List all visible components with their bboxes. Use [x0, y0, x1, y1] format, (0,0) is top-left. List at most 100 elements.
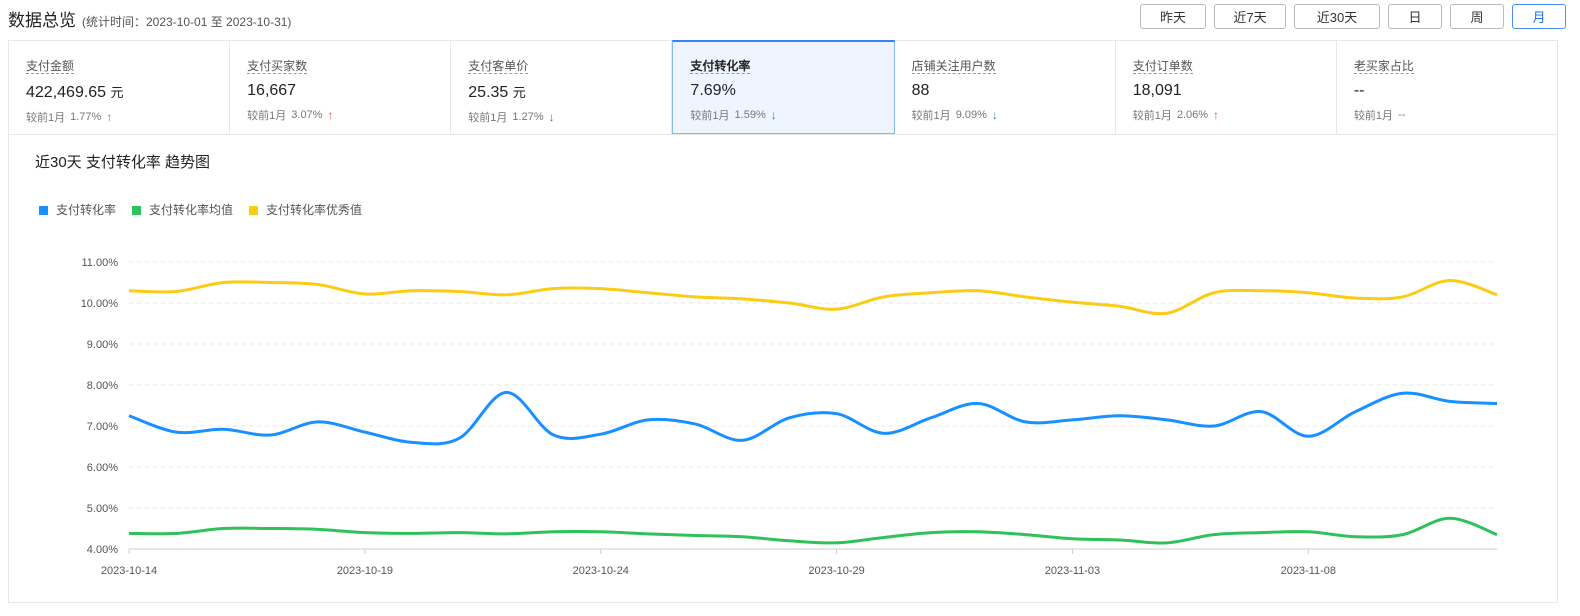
data-point[interactable] [1257, 408, 1265, 416]
data-point[interactable] [1399, 293, 1407, 301]
data-point[interactable] [785, 414, 793, 422]
data-point[interactable] [219, 425, 227, 433]
data-point[interactable] [550, 285, 558, 293]
data-point[interactable] [408, 529, 416, 537]
data-point[interactable] [880, 293, 888, 301]
data-point[interactable] [1304, 432, 1312, 440]
data-point[interactable] [267, 431, 275, 439]
data-point[interactable] [691, 293, 699, 301]
data-point[interactable] [738, 436, 746, 444]
data-point[interactable] [974, 399, 982, 407]
data-point[interactable] [738, 533, 746, 541]
data-point[interactable] [1493, 291, 1501, 299]
data-point[interactable] [974, 528, 982, 536]
data-point[interactable] [927, 289, 935, 297]
data-point[interactable] [927, 414, 935, 422]
range-button[interactable]: 月 [1512, 4, 1566, 29]
data-point[interactable] [125, 412, 133, 420]
data-point[interactable] [1493, 399, 1501, 407]
data-point[interactable] [219, 525, 227, 533]
data-point[interactable] [455, 288, 463, 296]
data-point[interactable] [597, 285, 605, 293]
range-button[interactable]: 近7天 [1214, 4, 1286, 29]
data-point[interactable] [1446, 276, 1454, 284]
data-point[interactable] [1493, 531, 1501, 539]
data-point[interactable] [502, 530, 510, 538]
data-point[interactable] [172, 529, 180, 537]
data-point[interactable] [691, 531, 699, 539]
data-point[interactable] [880, 534, 888, 542]
data-point[interactable] [1021, 531, 1029, 539]
data-point[interactable] [1163, 416, 1171, 424]
data-point[interactable] [738, 295, 746, 303]
data-point[interactable] [125, 529, 133, 537]
range-button[interactable]: 昨天 [1140, 4, 1206, 29]
data-point[interactable] [1163, 539, 1171, 547]
data-point[interactable] [455, 529, 463, 537]
data-point[interactable] [1210, 422, 1218, 430]
legend-item[interactable]: 支付转化率优秀值 [249, 201, 362, 218]
data-point[interactable] [1351, 408, 1359, 416]
legend-item[interactable]: 支付转化率均值 [132, 201, 233, 218]
data-point[interactable] [1163, 309, 1171, 317]
metric-card[interactable]: 支付金额 422,469.65 元 较前1月 1.77% ↑ [9, 41, 231, 134]
range-button[interactable]: 周 [1450, 4, 1504, 29]
data-point[interactable] [1304, 289, 1312, 297]
data-point[interactable] [644, 416, 652, 424]
data-point[interactable] [1446, 397, 1454, 405]
metric-card[interactable]: 支付转化率 7.69% 较前1月 1.59% ↓ [672, 40, 895, 134]
data-point[interactable] [833, 410, 841, 418]
data-point[interactable] [1257, 287, 1265, 295]
data-point[interactable] [644, 530, 652, 538]
range-button[interactable]: 日 [1388, 4, 1442, 29]
data-point[interactable] [550, 528, 558, 536]
data-point[interactable] [361, 428, 369, 436]
data-point[interactable] [267, 525, 275, 533]
data-point[interactable] [1116, 302, 1124, 310]
data-point[interactable] [1210, 289, 1218, 297]
data-point[interactable] [219, 279, 227, 287]
data-point[interactable] [785, 299, 793, 307]
data-point[interactable] [833, 539, 841, 547]
data-point[interactable] [597, 430, 605, 438]
metric-card[interactable]: 支付买家数 16,667 较前1月 3.07% ↑ [230, 41, 452, 134]
data-point[interactable] [1399, 389, 1407, 397]
data-point[interactable] [361, 529, 369, 537]
data-point[interactable] [1304, 528, 1312, 536]
data-point[interactable] [408, 438, 416, 446]
data-point[interactable] [1351, 533, 1359, 541]
data-point[interactable] [644, 289, 652, 297]
data-point[interactable] [691, 420, 699, 428]
data-point[interactable] [172, 288, 180, 296]
data-point[interactable] [502, 291, 510, 299]
metric-card[interactable]: 支付客单价 25.35 元 较前1月 1.27% ↓ [451, 41, 673, 134]
data-point[interactable] [1257, 529, 1265, 537]
data-point[interactable] [927, 529, 935, 537]
data-point[interactable] [1446, 514, 1454, 522]
metric-card[interactable]: 老买家占比 -- 较前1月 -- [1337, 41, 1557, 134]
data-point[interactable] [597, 528, 605, 536]
data-point[interactable] [1116, 536, 1124, 544]
data-point[interactable] [314, 281, 322, 289]
data-point[interactable] [361, 290, 369, 298]
data-point[interactable] [172, 428, 180, 436]
data-point[interactable] [125, 287, 133, 295]
data-point[interactable] [408, 287, 416, 295]
metric-card[interactable]: 支付订单数 18,091 较前1月 2.06% ↑ [1116, 41, 1337, 134]
data-point[interactable] [1116, 412, 1124, 420]
data-point[interactable] [1068, 298, 1076, 306]
data-point[interactable] [1351, 294, 1359, 302]
data-point[interactable] [1210, 531, 1218, 539]
data-point[interactable] [1068, 535, 1076, 543]
range-button[interactable]: 近30天 [1294, 4, 1380, 29]
data-point[interactable] [550, 431, 558, 439]
data-point[interactable] [502, 388, 510, 396]
data-point[interactable] [785, 537, 793, 545]
data-point[interactable] [314, 418, 322, 426]
legend-item[interactable]: 支付转化率 [39, 201, 116, 218]
data-point[interactable] [1068, 416, 1076, 424]
metric-card[interactable]: 店铺关注用户数 88 较前1月 9.09% ↓ [895, 41, 1116, 134]
data-point[interactable] [1021, 293, 1029, 301]
data-point[interactable] [1399, 531, 1407, 539]
data-point[interactable] [314, 525, 322, 533]
